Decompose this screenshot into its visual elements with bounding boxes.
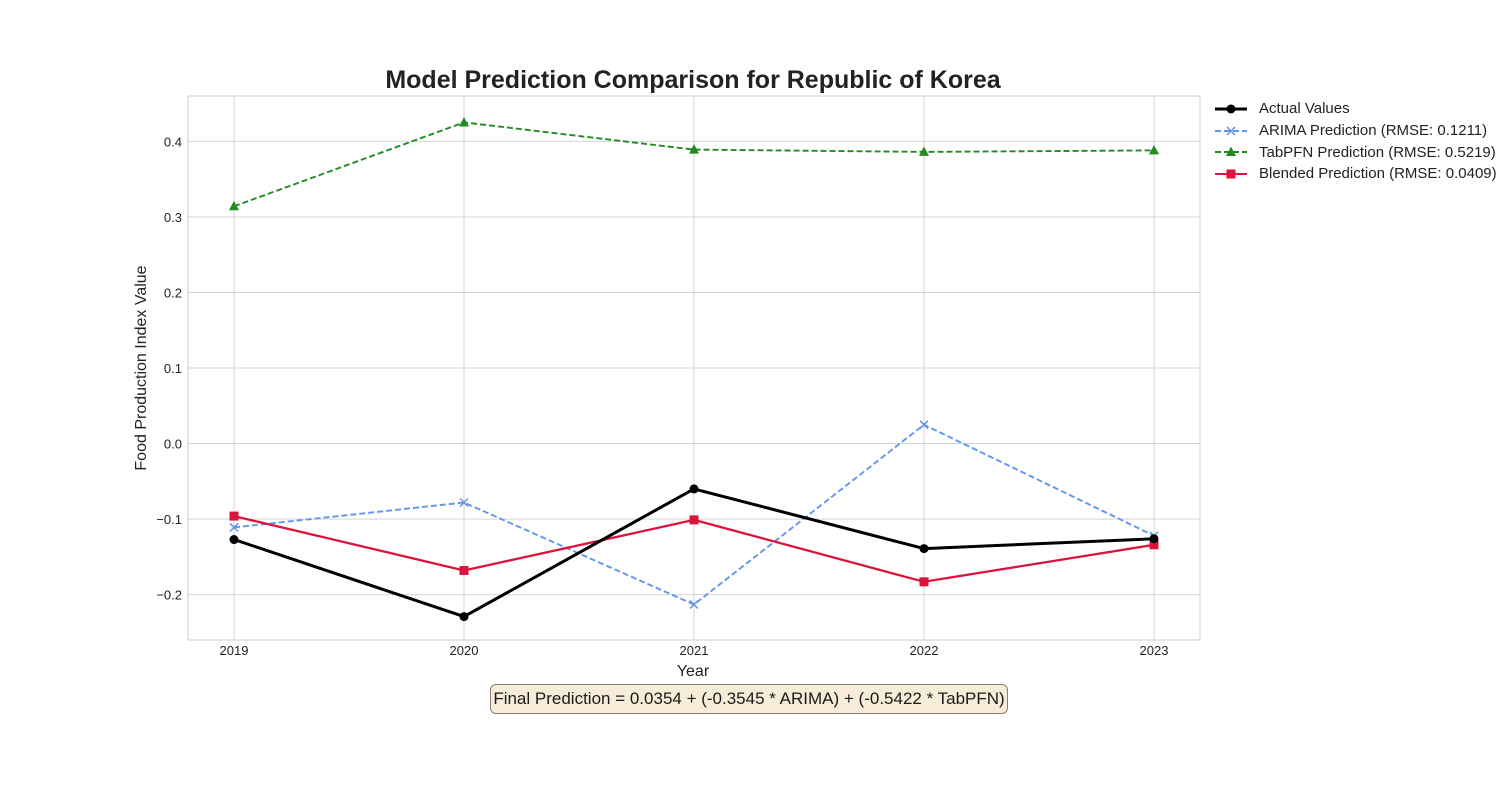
x-tick-label: 2020	[450, 643, 479, 658]
legend-label: Blended Prediction (RMSE: 0.0409)	[1259, 165, 1497, 183]
data-point	[229, 511, 239, 521]
legend-item: TabPFN Prediction (RMSE: 0.5219)	[1214, 141, 1497, 163]
legend-marker	[1226, 169, 1236, 179]
data-point	[229, 535, 239, 545]
legend-item: Actual Values	[1214, 98, 1497, 120]
data-point	[1149, 534, 1159, 544]
series-0	[229, 484, 1159, 622]
x-tick-label: 2019	[220, 643, 249, 658]
series-line	[233, 121, 1155, 208]
legend-swatch	[1215, 126, 1247, 136]
legend-label: ARIMA Prediction (RMSE: 0.1211)	[1259, 122, 1488, 140]
data-point	[919, 544, 929, 554]
y-axis-ticks: −0.2 −0.1 0.0 0.1 0.2 0.3 0.4	[156, 134, 182, 602]
x-axis-ticks: 2019 2020 2021 2022 2023	[220, 643, 1169, 658]
data-point	[459, 612, 469, 622]
data-point	[459, 116, 469, 127]
y-tick-label: 0.0	[164, 437, 182, 452]
y-tick-label: 0.2	[164, 285, 182, 300]
data-point	[459, 497, 469, 508]
data-point	[1149, 540, 1159, 550]
data-point	[919, 420, 929, 430]
legend-swatch	[1215, 169, 1247, 179]
x-tick-label: 2023	[1140, 643, 1169, 658]
y-tick-label: 0.3	[164, 210, 182, 225]
y-tick-label: −0.1	[156, 512, 182, 527]
legend-item: ARIMA Prediction (RMSE: 0.1211)	[1214, 120, 1497, 142]
x-tick-label: 2021	[680, 643, 709, 658]
legend-marker	[1226, 104, 1236, 114]
data-point	[229, 522, 239, 532]
data-point	[459, 565, 469, 575]
legend-marker	[1226, 126, 1236, 136]
data-point	[689, 144, 699, 154]
data-point	[919, 146, 929, 156]
legend-swatch	[1215, 146, 1247, 157]
legend-item: Blended Prediction (RMSE: 0.0409)	[1214, 163, 1497, 185]
y-tick-label: −0.2	[156, 588, 182, 603]
chart-title: Model Prediction Comparison for Republic…	[385, 66, 1001, 94]
x-tick-label: 2022	[910, 643, 939, 658]
series-3	[229, 511, 1159, 587]
data-point	[919, 577, 929, 587]
series-1	[229, 420, 1159, 610]
series-2	[229, 116, 1159, 211]
data-point	[689, 484, 699, 494]
legend: Actual Values ARIMA Prediction (RMSE: 0.1…	[1214, 98, 1497, 185]
plot-area-frame	[187, 95, 1201, 641]
y-tick-label: 0.4	[164, 134, 182, 149]
legend-label: Actual Values	[1259, 100, 1350, 118]
data-point	[229, 200, 239, 211]
y-axis-label: Food Production Index Value	[133, 265, 150, 470]
grid-lines	[188, 96, 1200, 640]
legend-label: TabPFN Prediction (RMSE: 0.5219)	[1259, 143, 1496, 161]
legend-swatch	[1215, 104, 1247, 114]
data-point	[689, 599, 699, 610]
data-point	[1149, 144, 1159, 155]
formula-annotation: Final Prediction = 0.0354 + (-0.3545 * A…	[490, 684, 1008, 714]
x-axis-label: Year	[677, 663, 710, 680]
y-tick-label: 0.1	[164, 361, 182, 376]
legend-marker	[1226, 146, 1236, 157]
data-point	[689, 515, 699, 525]
series-layer	[229, 116, 1159, 622]
